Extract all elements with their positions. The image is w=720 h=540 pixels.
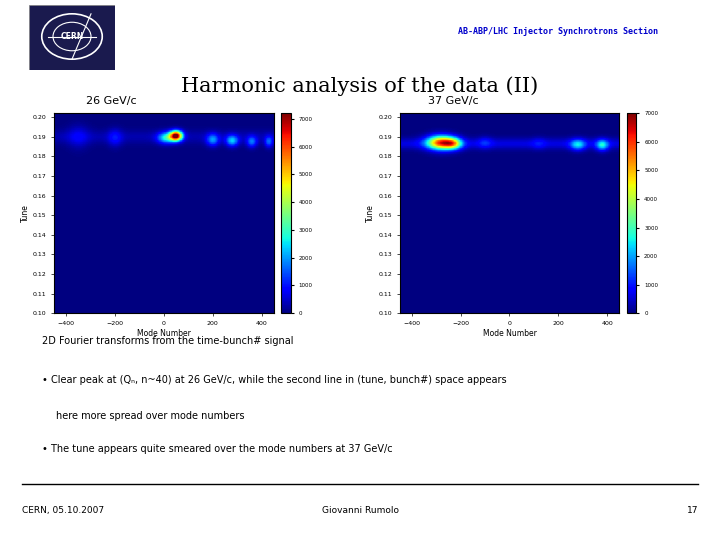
FancyBboxPatch shape — [405, 7, 711, 55]
Y-axis label: Tune: Tune — [366, 204, 375, 222]
Text: here more spread over mode numbers: here more spread over mode numbers — [56, 411, 244, 422]
Text: 2D Fourier transforms from the time-bunch# signal: 2D Fourier transforms from the time-bunc… — [42, 336, 294, 346]
Text: AB-ABP/LHC Injector Synchrotrons Section: AB-ABP/LHC Injector Synchrotrons Section — [458, 26, 658, 36]
FancyBboxPatch shape — [29, 5, 115, 70]
Text: • Clear peak at (Qₙ, n~40) at 26 GeV/c, while the second line in (tune, bunch#) : • Clear peak at (Qₙ, n~40) at 26 GeV/c, … — [42, 375, 507, 385]
Text: CERN, 05.10.2007: CERN, 05.10.2007 — [22, 506, 104, 515]
X-axis label: Mode Number: Mode Number — [482, 329, 536, 338]
Text: Harmonic analysis of the data (II): Harmonic analysis of the data (II) — [181, 76, 539, 96]
X-axis label: Mode Number: Mode Number — [137, 329, 191, 338]
Text: 37 GeV/c: 37 GeV/c — [428, 96, 479, 106]
Text: 17: 17 — [687, 506, 698, 515]
Text: CERN: CERN — [60, 32, 84, 41]
Text: 26 GeV/c: 26 GeV/c — [86, 96, 137, 106]
Text: • The tune appears quite smeared over the mode numbers at 37 GeV/c: • The tune appears quite smeared over th… — [42, 443, 393, 454]
Y-axis label: Tune: Tune — [21, 204, 30, 222]
Text: Giovanni Rumolo: Giovanni Rumolo — [322, 506, 398, 515]
